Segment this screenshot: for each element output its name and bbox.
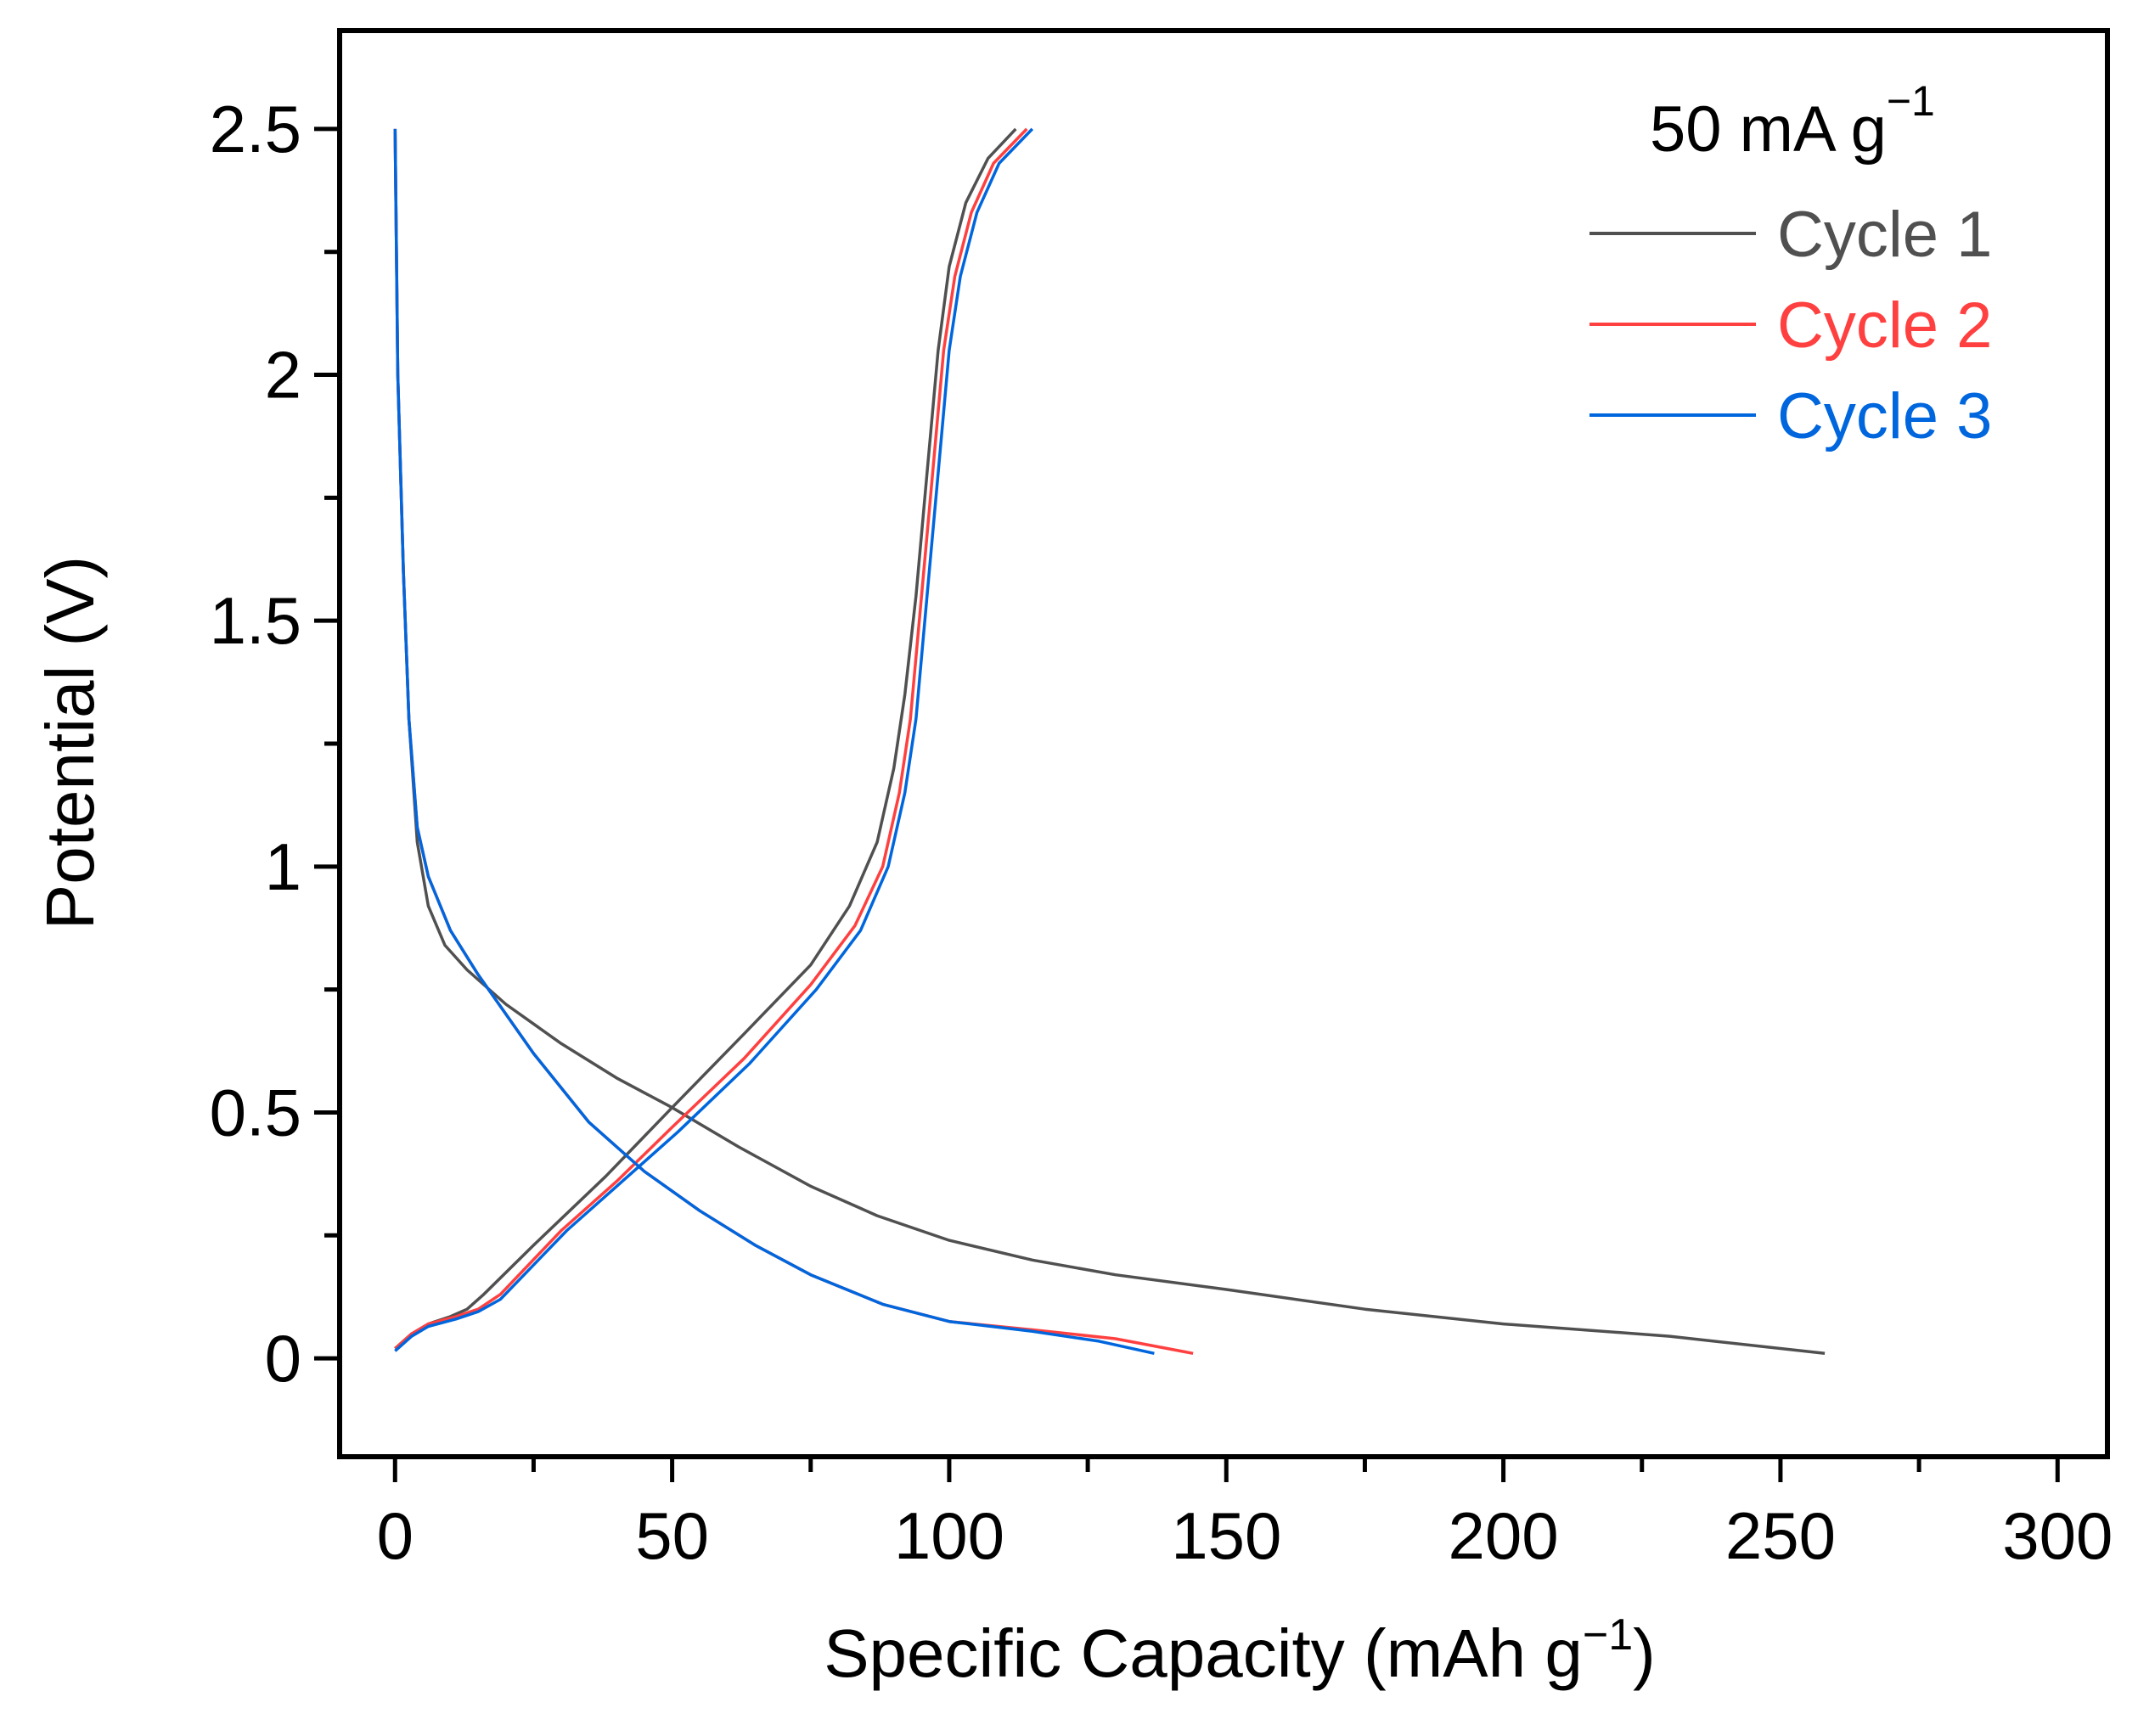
y-tick-label: 2 bbox=[265, 338, 301, 413]
x-tick-label: 250 bbox=[1725, 1498, 1836, 1573]
x-tick-labels: 0 50 100 150 200 250 300 bbox=[377, 1498, 2113, 1573]
x-tick-label: 50 bbox=[635, 1498, 709, 1573]
y-tick-label: 0.5 bbox=[210, 1075, 301, 1149]
series-2-charge-line bbox=[394, 127, 1028, 1350]
x-tick-label: 0 bbox=[377, 1498, 414, 1573]
x-axis-title-main: Specific Capacity (mAh g bbox=[824, 1615, 1583, 1691]
x-axis-title-sup: −1 bbox=[1583, 1610, 1633, 1660]
series-1-discharge-line bbox=[393, 128, 1826, 1356]
y-tick-labels: 0 0.5 1 1.5 2 2.5 bbox=[210, 92, 301, 1396]
x-axis-title-end: ) bbox=[1633, 1615, 1656, 1691]
y-tick-label: 0 bbox=[265, 1321, 301, 1396]
series-1-charge-line bbox=[394, 127, 1017, 1350]
x-tick-label: 100 bbox=[894, 1498, 1004, 1573]
series-2-discharge-line bbox=[393, 128, 1194, 1356]
series-3-charge-line bbox=[394, 127, 1034, 1352]
legend-label-1: Cycle 1 bbox=[1777, 199, 1992, 271]
current-density-annotation: 50 mA g−1 bbox=[1650, 77, 1935, 166]
y-tick-label: 1 bbox=[265, 829, 301, 904]
axis-ticks bbox=[314, 126, 2060, 1482]
y-axis-title: Potential (V) bbox=[32, 556, 108, 930]
annotation-main: 50 mA g bbox=[1650, 93, 1887, 166]
x-tick-label: 200 bbox=[1449, 1498, 1559, 1573]
y-tick-label: 1.5 bbox=[210, 583, 301, 658]
legend-label-2: Cycle 2 bbox=[1777, 289, 1992, 362]
x-tick-label: 150 bbox=[1171, 1498, 1281, 1573]
legend-label-3: Cycle 3 bbox=[1777, 380, 1992, 452]
y-tick-label: 2.5 bbox=[210, 92, 301, 166]
series-curves bbox=[393, 127, 1826, 1356]
legend: Cycle 1 Cycle 2 Cycle 3 bbox=[1589, 199, 1992, 452]
annotation-sup: −1 bbox=[1887, 77, 1935, 125]
x-axis-title: Specific Capacity (mAh g−1) bbox=[824, 1610, 1656, 1691]
series-3-discharge-line bbox=[393, 128, 1155, 1356]
x-tick-label: 300 bbox=[2002, 1498, 2113, 1573]
